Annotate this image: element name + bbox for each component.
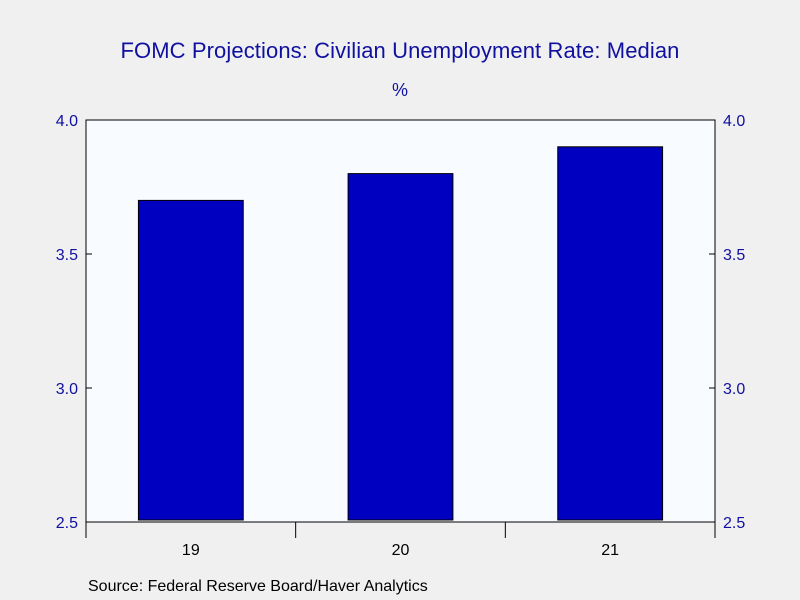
- y-tick-label-left: 2.5: [56, 515, 78, 532]
- bar-19: [137, 199, 244, 521]
- bar-20: [347, 173, 454, 521]
- chart-title: FOMC Projections: Civilian Unemployment …: [120, 38, 680, 63]
- y-tick-label-left: 3.0: [56, 381, 78, 398]
- y-tick-label-right: 2.5: [723, 515, 745, 532]
- unit-label: %: [391, 80, 408, 100]
- x-tick-label-21: 21: [601, 542, 619, 559]
- y-tick-label-left: 3.5: [56, 247, 78, 264]
- bar-21: [557, 146, 664, 521]
- y-tick-label-right: 3.0: [723, 381, 745, 398]
- y-tick-label-left: 4.0: [56, 113, 78, 130]
- y-tick-label-right: 4.0: [723, 113, 745, 130]
- x-tick-label-19: 19: [182, 542, 200, 559]
- x-tick-label-20: 20: [392, 542, 410, 559]
- y-tick-label-right: 3.5: [723, 247, 745, 264]
- source-note: Source: Federal Reserve Board/Haver Anal…: [88, 578, 428, 595]
